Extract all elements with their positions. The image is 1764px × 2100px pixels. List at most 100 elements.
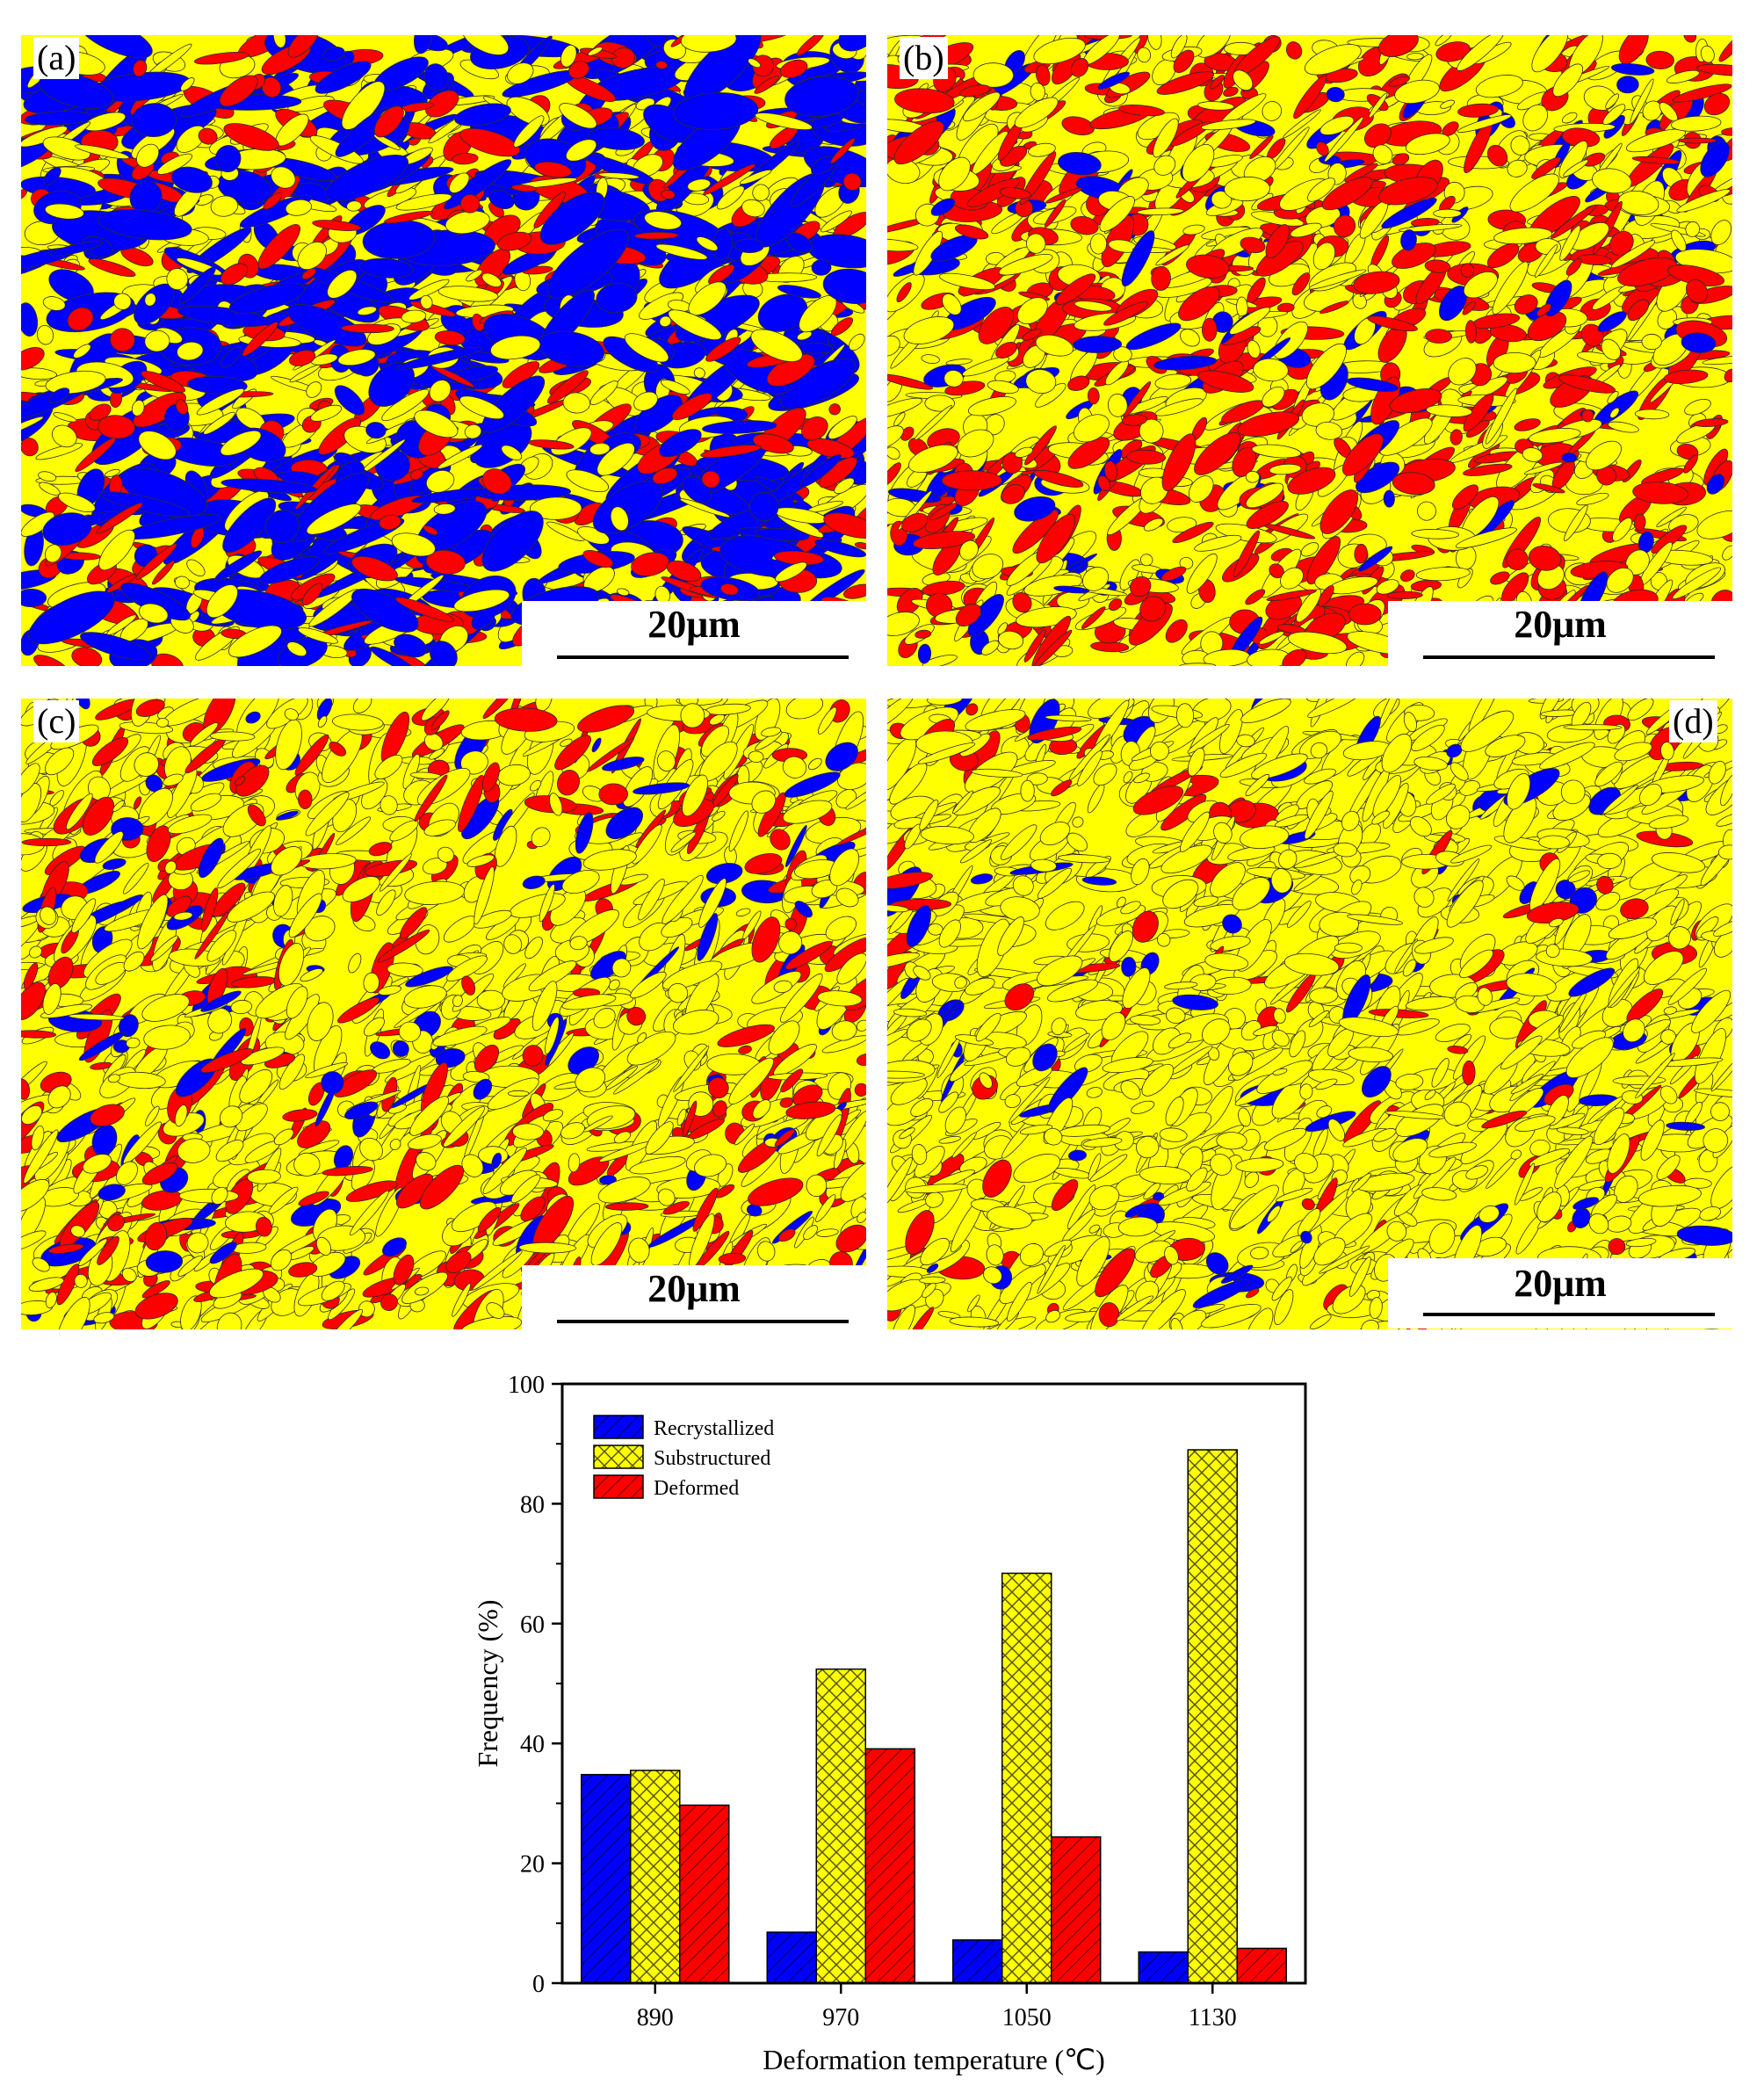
grain (379, 853, 412, 892)
grain (1070, 216, 1099, 235)
grain (293, 1152, 321, 1177)
grain (257, 224, 300, 270)
grain (676, 1108, 687, 1126)
grain (1676, 189, 1731, 213)
grain (78, 1031, 126, 1061)
grain (757, 293, 808, 332)
grain (21, 783, 42, 822)
grain (1551, 205, 1597, 239)
grain (1182, 224, 1205, 235)
grain (151, 560, 175, 585)
grain (1014, 496, 1056, 522)
grain (270, 1249, 293, 1271)
grain (403, 985, 447, 1009)
grain (1053, 585, 1090, 594)
grain (588, 127, 645, 150)
grain (1558, 374, 1616, 394)
grain (42, 136, 91, 161)
grain (626, 1031, 676, 1066)
grain (113, 293, 132, 310)
grain (1173, 49, 1195, 73)
grain (997, 622, 1008, 635)
grain (1296, 588, 1322, 623)
grain (644, 211, 683, 230)
grain (634, 231, 679, 240)
grain (1346, 651, 1365, 666)
grain (481, 272, 502, 287)
grain (425, 549, 466, 575)
grain (560, 1122, 585, 1140)
grain (1656, 506, 1688, 527)
grain (887, 462, 901, 487)
grain (796, 330, 813, 341)
grain (58, 492, 96, 512)
grain (287, 35, 319, 58)
grain (379, 514, 401, 531)
grain (845, 785, 866, 810)
grain (575, 812, 594, 854)
grain (815, 1194, 836, 1222)
grain (178, 266, 216, 304)
ebsd-map-c (21, 699, 866, 1329)
grain (1457, 35, 1505, 71)
grain (1696, 511, 1732, 539)
grain (1406, 53, 1424, 61)
grain (959, 84, 991, 98)
grain (446, 955, 488, 981)
grain (312, 220, 362, 231)
grain (1641, 333, 1662, 351)
grain (626, 1006, 647, 1026)
grain (107, 1074, 120, 1083)
grain (778, 1228, 796, 1242)
grain (1201, 119, 1256, 131)
grain (36, 324, 54, 345)
grain (168, 948, 220, 967)
grain (186, 559, 206, 577)
grain (90, 1104, 125, 1127)
grain (318, 417, 362, 455)
grain (611, 958, 632, 978)
grain (605, 807, 644, 840)
grain (1125, 322, 1182, 351)
grain (913, 531, 976, 549)
grain (785, 1101, 836, 1119)
grain (1531, 35, 1569, 73)
grain (449, 172, 470, 193)
grain (1033, 629, 1073, 666)
grain (1269, 463, 1302, 475)
grain (744, 853, 783, 874)
grain (1033, 469, 1084, 488)
grain (1394, 79, 1440, 105)
grain (150, 935, 178, 962)
grain (444, 159, 512, 210)
grain (1224, 176, 1270, 202)
grain (261, 76, 282, 98)
grain (208, 1268, 264, 1299)
grain (658, 429, 702, 458)
grain (966, 177, 1021, 207)
grain (831, 1020, 857, 1041)
grain (754, 76, 779, 94)
grain (1161, 433, 1196, 491)
ebsd-map-a (21, 35, 866, 666)
grain (1702, 354, 1732, 366)
grain (784, 917, 797, 931)
grain (825, 742, 858, 771)
grain (1486, 144, 1508, 167)
grain (967, 396, 1016, 416)
grain (298, 789, 313, 810)
grain (486, 1302, 505, 1319)
grain (662, 874, 704, 924)
grain (842, 583, 866, 599)
grain (28, 945, 42, 959)
grain (748, 750, 764, 763)
grain (21, 763, 40, 795)
grain (1666, 69, 1700, 83)
grain (656, 750, 676, 771)
grain (494, 707, 558, 732)
grain (370, 1041, 391, 1060)
grain (333, 1069, 378, 1097)
grain (1411, 529, 1459, 539)
grain (21, 1030, 57, 1039)
grain (408, 279, 450, 301)
